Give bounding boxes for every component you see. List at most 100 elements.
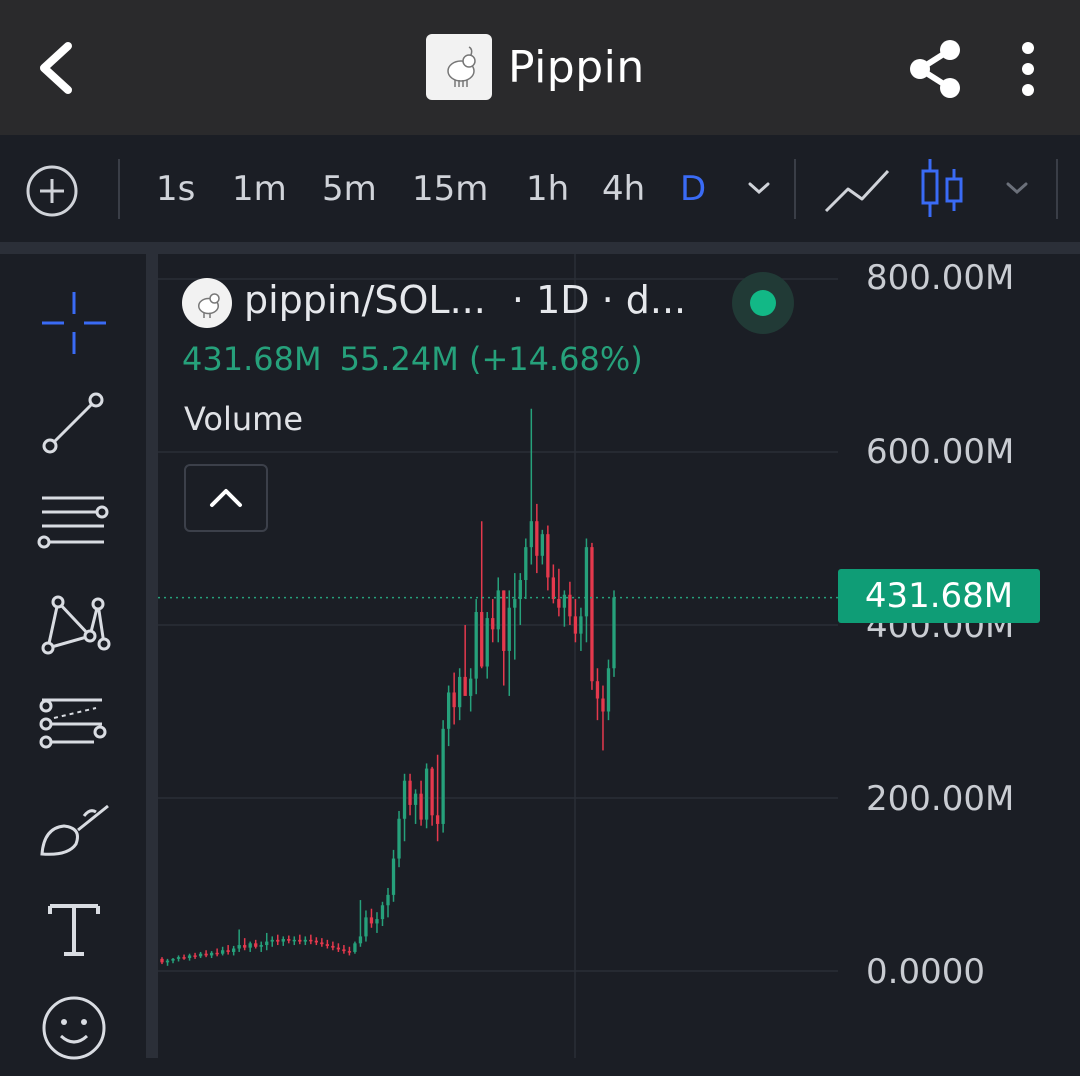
chart-area[interactable] xyxy=(158,254,1080,1058)
candlestick-icon xyxy=(921,159,963,217)
chart-grid xyxy=(158,254,838,1058)
candle-body xyxy=(524,547,528,581)
legend-change: 55.24M (+14.68%) xyxy=(339,340,643,378)
candle-body xyxy=(386,894,390,906)
candle-body xyxy=(480,612,484,667)
chevron-down-icon xyxy=(748,182,770,195)
price-axis-label: 200.00M xyxy=(866,779,1015,819)
candle-body xyxy=(215,952,219,955)
price-legend: 431.68M 55.24M (+14.68%) xyxy=(182,340,661,378)
price-axis-label: 0.0000 xyxy=(866,952,985,992)
candle-body xyxy=(287,938,291,941)
page-title: Pippin xyxy=(508,41,645,93)
candlestick-chart-button[interactable] xyxy=(918,155,966,223)
toolbar-divider xyxy=(146,254,158,1058)
pattern-tool[interactable] xyxy=(34,590,114,670)
symbol-interval: · 1D · d... xyxy=(511,278,687,322)
candle-body xyxy=(248,943,252,948)
candle-body xyxy=(270,939,274,942)
candle-body xyxy=(469,678,473,696)
timeframe-1m[interactable]: 1m xyxy=(232,169,287,209)
timeframe-1s[interactable]: 1s xyxy=(156,169,196,209)
candle-body xyxy=(474,612,478,679)
share-icon xyxy=(910,40,960,98)
candle-body xyxy=(358,936,363,944)
collapse-legend-button[interactable] xyxy=(184,464,268,532)
candle-body xyxy=(601,698,605,712)
symbol-logo-icon xyxy=(182,278,232,328)
candle-body xyxy=(397,818,401,859)
candle-body xyxy=(265,941,269,946)
line-chart-icon xyxy=(824,169,890,213)
candle-body xyxy=(243,945,247,948)
timeframe-5m[interactable]: 5m xyxy=(322,169,377,209)
candle-body xyxy=(375,919,379,924)
back-button[interactable] xyxy=(28,32,88,104)
candle-body xyxy=(441,728,445,824)
candle-body xyxy=(562,594,567,608)
candlestick-chart[interactable] xyxy=(158,254,1080,1058)
symbol-name: pippin/SOL... xyxy=(244,278,486,322)
candle-body xyxy=(369,917,374,924)
more-options-button[interactable] xyxy=(1008,40,1048,98)
live-dot-icon xyxy=(750,290,776,316)
candle-body xyxy=(573,616,578,634)
volume-indicator-label[interactable]: Volume xyxy=(184,400,304,438)
candle-body xyxy=(452,692,456,708)
market-status-indicator[interactable] xyxy=(732,272,794,334)
drawing-toolbar xyxy=(0,254,146,1060)
timeframe-1h[interactable]: 1h xyxy=(526,169,570,209)
chevron-down-icon xyxy=(1006,182,1028,195)
candle-body xyxy=(176,957,181,959)
add-indicator-button[interactable] xyxy=(24,163,80,219)
candle-body xyxy=(380,905,385,920)
candle-body xyxy=(535,521,539,556)
chevron-up-icon xyxy=(210,489,242,507)
candle-body xyxy=(347,951,352,953)
share-button[interactable] xyxy=(904,36,966,102)
candle-body xyxy=(303,939,307,942)
candle-body xyxy=(540,534,544,556)
emoji-tool[interactable] xyxy=(34,992,114,1072)
candle-body xyxy=(171,958,175,961)
candle-body xyxy=(364,917,368,937)
text-tool[interactable] xyxy=(34,896,114,976)
toolbar-divider xyxy=(118,159,120,219)
candle-body xyxy=(496,590,500,630)
trend-line-tool[interactable] xyxy=(34,390,114,470)
symbol-legend[interactable]: pippin/SOL... · 1D · d... xyxy=(244,278,686,322)
candle-body xyxy=(336,947,341,950)
price-axis-label: 600.00M xyxy=(866,432,1015,472)
candle-body xyxy=(298,939,302,942)
pattern-icon xyxy=(41,595,111,655)
candle-body xyxy=(331,945,335,948)
candle-body xyxy=(579,616,583,634)
candle-body xyxy=(507,607,511,651)
candle-body xyxy=(325,944,330,946)
toolbar-divider xyxy=(794,159,796,219)
fib-tool[interactable] xyxy=(34,692,114,772)
candle-body xyxy=(430,768,434,816)
candle-body xyxy=(309,939,313,942)
candle-body xyxy=(612,597,616,669)
candle-body xyxy=(353,943,357,952)
title-area: Pippin xyxy=(426,34,645,100)
timeframe-dropdown[interactable] xyxy=(744,173,774,203)
brush-tool[interactable] xyxy=(34,798,114,878)
brush-icon xyxy=(40,804,109,856)
legend-price: 431.68M xyxy=(182,340,322,378)
crosshair-tool[interactable] xyxy=(34,288,114,368)
chart-type-dropdown[interactable] xyxy=(1002,173,1032,203)
candle-body xyxy=(209,952,214,956)
timeframe-d[interactable]: D xyxy=(680,169,707,209)
line-chart-button[interactable] xyxy=(822,161,892,217)
timeframe-4h[interactable]: 4h xyxy=(602,169,646,209)
candle-body xyxy=(342,949,346,952)
app-header: Pippin xyxy=(0,0,1080,135)
candle-body xyxy=(458,676,462,708)
horizontal-lines-tool[interactable] xyxy=(34,490,114,570)
candle-body xyxy=(204,953,208,956)
candle-body xyxy=(584,547,589,617)
timeframe-15m[interactable]: 15m xyxy=(412,169,489,209)
candle-body xyxy=(193,955,197,957)
